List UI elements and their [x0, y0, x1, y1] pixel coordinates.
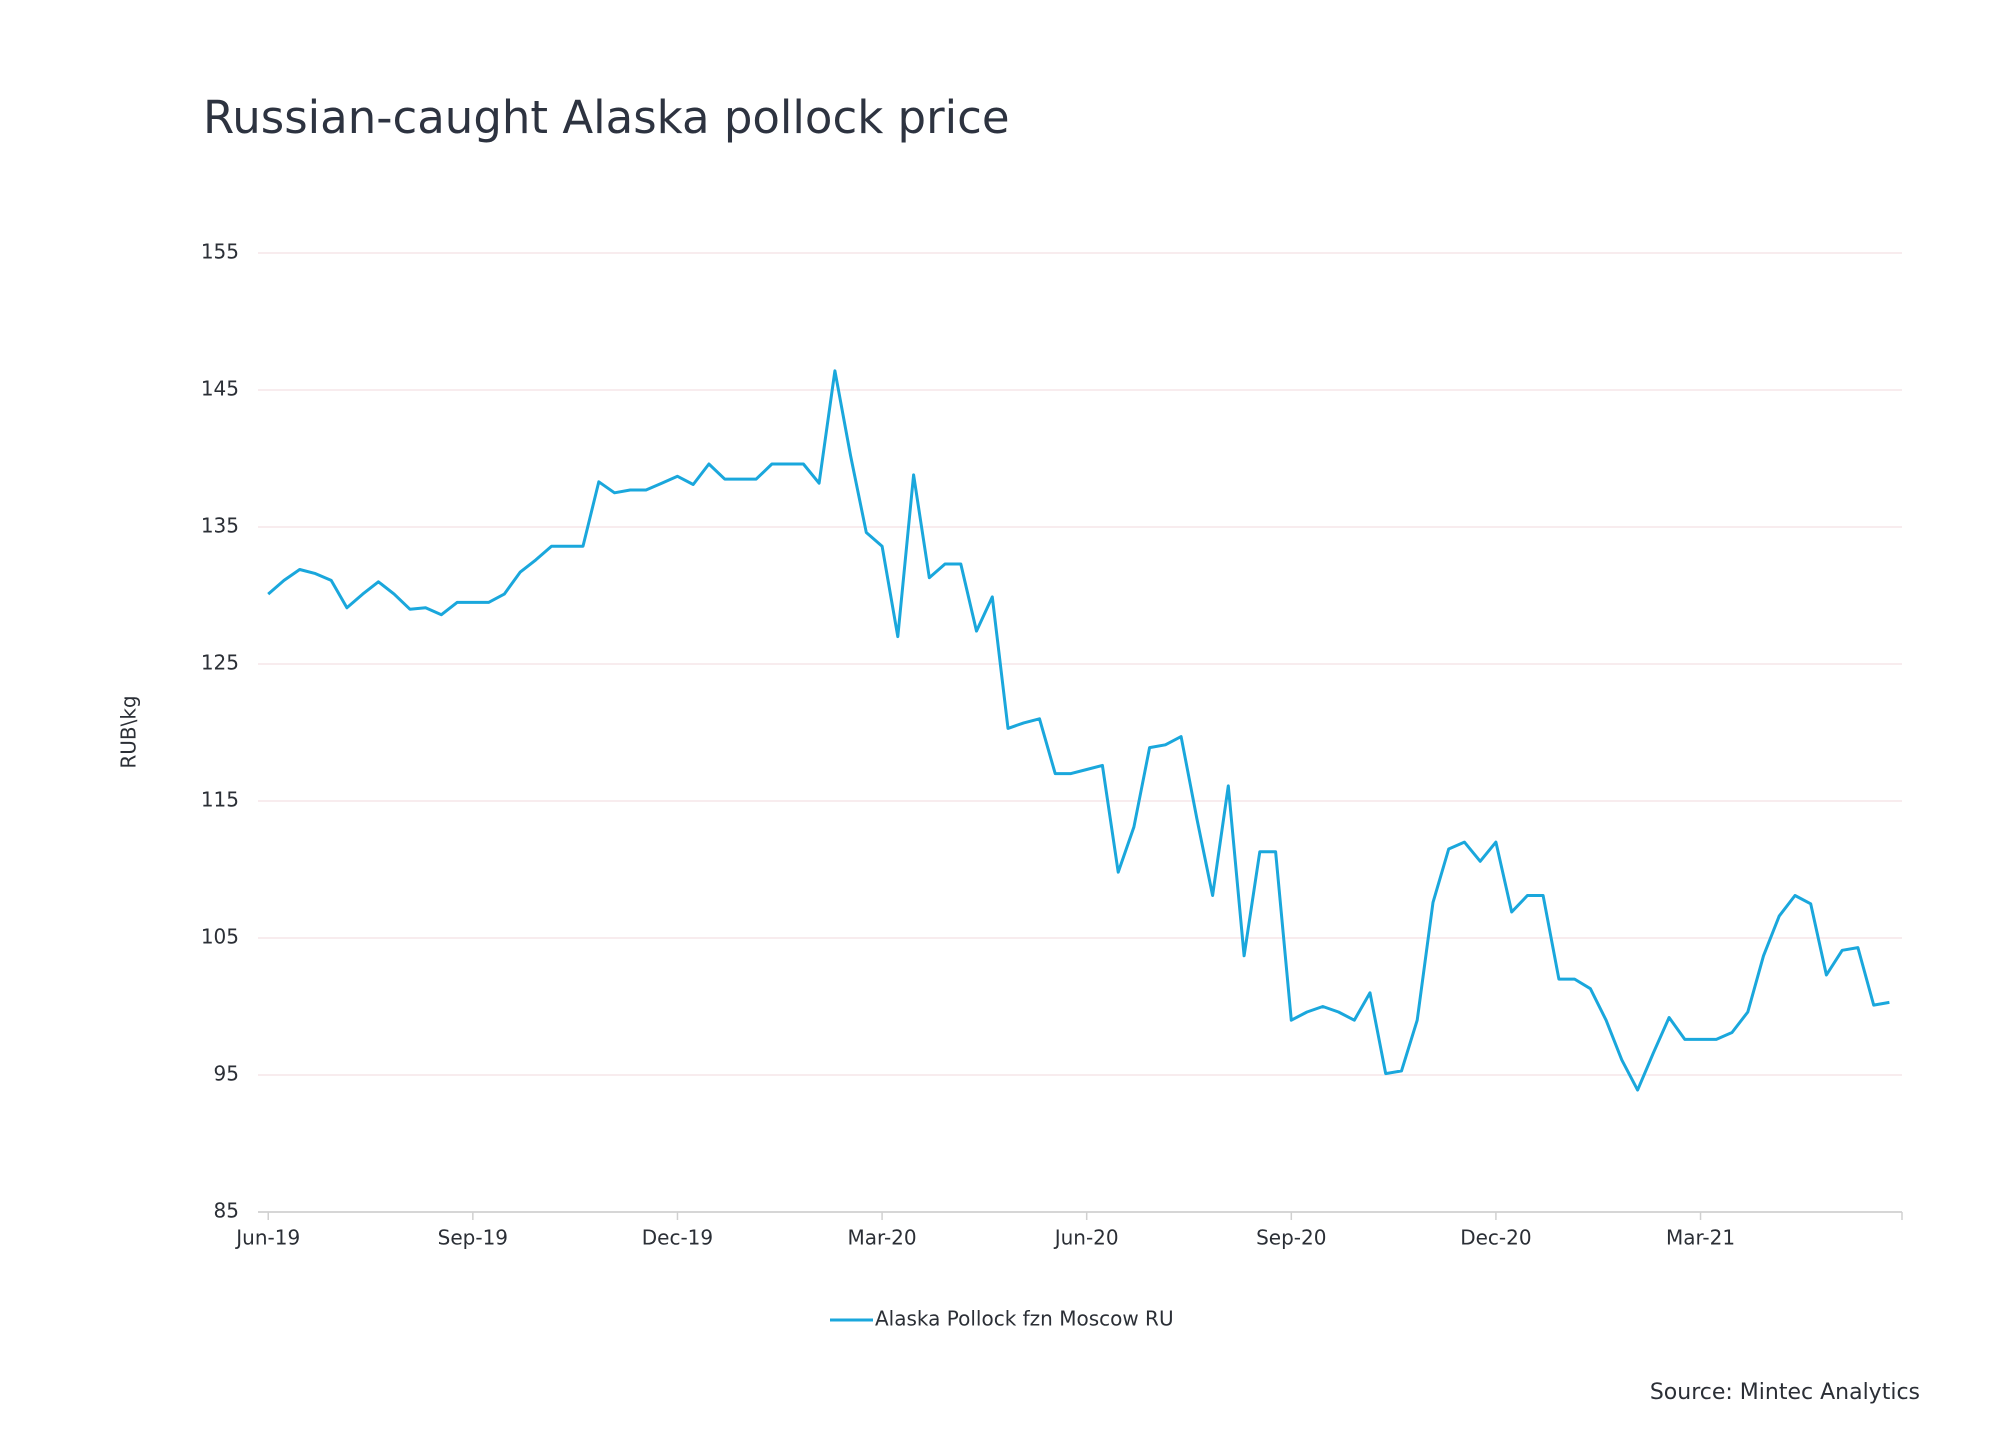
y-tick-label: 145 [201, 377, 239, 401]
legend-label: Alaska Pollock fzn Moscow RU [875, 1307, 1174, 1331]
y-tick-label: 155 [201, 240, 239, 264]
chart-title: Russian-caught Alaska pollock price [203, 91, 1010, 144]
x-tick-label: Mar-20 [848, 1226, 917, 1250]
y-tick-label: 105 [201, 925, 239, 949]
y-tick-label: 85 [214, 1199, 239, 1223]
x-tick-label: Mar-21 [1666, 1226, 1735, 1250]
source: Source: Mintec Analytics [1650, 1380, 1920, 1405]
x-tick-label: Sep-20 [1256, 1226, 1326, 1250]
x-tick-label: Dec-20 [1460, 1226, 1531, 1250]
x-tick-label: Sep-19 [438, 1226, 508, 1250]
x-tick-label: Dec-19 [642, 1226, 713, 1250]
y-tick-label: 95 [214, 1062, 239, 1086]
y-tick-label: 125 [201, 651, 239, 675]
y-tick-label: 115 [201, 788, 239, 812]
x-tick-label: Jun-20 [1053, 1226, 1119, 1250]
x-tick-label: Jun-19 [234, 1226, 300, 1250]
y-axis-label: RUB\kg [117, 695, 141, 768]
y-tick-label: 135 [201, 514, 239, 538]
data-line [267, 369, 1890, 1092]
